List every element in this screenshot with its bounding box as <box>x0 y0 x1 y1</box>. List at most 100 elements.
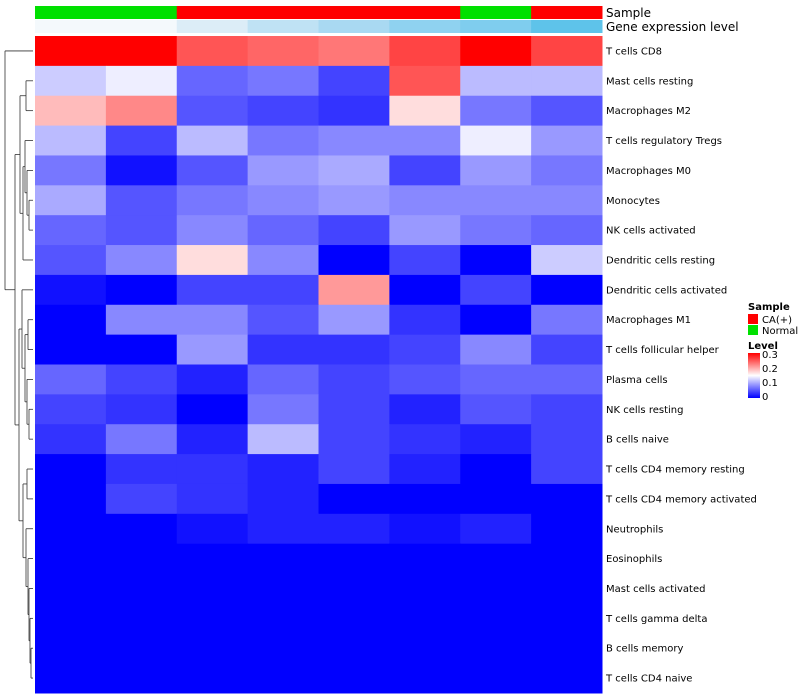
heatmap-cell <box>389 65 461 97</box>
heatmap-cell <box>531 245 603 276</box>
heatmap-cell <box>247 155 319 186</box>
row-label: Macrophages M0 <box>606 166 691 177</box>
heatmap-cell <box>35 513 107 545</box>
heatmap-cell <box>318 245 390 276</box>
heatmap-cell <box>460 36 532 67</box>
heatmap-cell <box>389 543 461 575</box>
heatmap-cell <box>35 155 107 186</box>
heatmap-cell <box>318 364 390 395</box>
heatmap-cell <box>531 513 603 545</box>
heatmap-cell <box>531 125 603 156</box>
heatmap-cell <box>318 95 390 127</box>
heatmap-cell <box>318 334 390 365</box>
heatmap-cell <box>531 633 603 664</box>
heatmap-cell <box>176 573 249 604</box>
heatmap-cell <box>531 185 603 216</box>
annotation-cell-sample-3 <box>247 6 319 19</box>
heatmap-cell <box>176 95 249 127</box>
heatmap-cell <box>460 573 532 604</box>
heatmap-cell <box>460 663 532 694</box>
row-label: Plasma cells <box>606 375 668 386</box>
row-label: Dendritic cells activated <box>606 285 727 296</box>
heatmap-cell <box>176 274 249 306</box>
heatmap-cell <box>105 543 178 575</box>
heatmap-cell <box>531 483 603 515</box>
heatmap-cell <box>531 663 603 694</box>
heatmap-cell <box>35 543 107 575</box>
heatmap-cell <box>105 663 178 694</box>
annotation-cell-sample-1 <box>105 6 178 19</box>
heatmap-cell <box>176 364 249 395</box>
annotation-cell-expression-7 <box>531 20 603 33</box>
heatmap-cell <box>176 663 249 694</box>
heatmap-cell <box>531 304 603 336</box>
heatmap-cell <box>35 334 107 365</box>
heatmap-cell <box>247 603 319 634</box>
heatmap-cell <box>531 36 603 67</box>
annotation-label-gene-expression: Gene expression level <box>606 20 739 34</box>
heatmap-cell <box>247 36 319 67</box>
row-labels: T cells CD8 Mast cells resting Macrophages… <box>605 46 757 684</box>
row-label: Neutrophils <box>606 524 663 535</box>
heatmap-cell <box>35 215 107 246</box>
heatmap-cell <box>247 274 319 306</box>
annotation-cell-sample-0 <box>35 6 107 19</box>
heatmap-cell <box>460 483 532 515</box>
annotation-tracks <box>35 6 603 33</box>
heatmap-cell <box>460 215 532 246</box>
heatmap-cell <box>176 454 249 485</box>
heatmap-cell <box>247 334 319 365</box>
heatmap-cell <box>318 603 390 634</box>
heatmap-cell <box>389 334 461 365</box>
heatmap-cell <box>247 573 319 604</box>
heatmap-cell <box>318 573 390 604</box>
heatmap-cell <box>531 95 603 127</box>
row-label: Eosinophils <box>606 554 662 565</box>
heatmap-cell <box>105 633 178 664</box>
sample-legend: Sample CA(+) Normal <box>748 302 798 337</box>
heatmap-cell <box>389 304 461 336</box>
heatmap-cell <box>460 454 532 485</box>
heatmap-cell <box>318 36 390 67</box>
annotation-cell-expression-0 <box>35 20 107 33</box>
row-label: T cells CD4 memory resting <box>605 465 745 476</box>
annotation-label-sample: Sample <box>606 6 651 20</box>
heatmap-cell <box>389 573 461 604</box>
heatmap-cell <box>176 304 249 336</box>
heatmap-cell <box>389 603 461 634</box>
heatmap-cell <box>318 483 390 515</box>
sample-legend-label-ca: CA(+) <box>762 315 792 326</box>
row-label: NK cells activated <box>606 226 696 237</box>
heatmap-cell <box>105 36 178 67</box>
heatmap-cell <box>531 424 603 455</box>
row-label: Dendritic cells resting <box>606 255 715 266</box>
heatmap-cell <box>247 215 319 246</box>
heatmap-cell <box>105 274 178 306</box>
heatmap-cell <box>35 245 107 276</box>
heatmap-cell <box>389 274 461 306</box>
heatmap-cell <box>176 543 249 575</box>
heatmap-cell <box>531 394 603 425</box>
heatmap-cell <box>105 424 178 455</box>
heatmap-cell <box>176 603 249 634</box>
heatmap-cell <box>176 334 249 365</box>
row-label: NK cells resting <box>606 405 683 416</box>
heatmap-cell <box>247 95 319 127</box>
heatmap-cell <box>35 394 107 425</box>
sample-legend-label-normal: Normal <box>762 326 798 337</box>
heatmap-cell <box>531 215 603 246</box>
annotation-cell-expression-3 <box>247 20 319 33</box>
heatmap-cell <box>318 663 390 694</box>
heatmap-cell <box>176 36 249 67</box>
heatmap-cell <box>247 304 319 336</box>
heatmap-cell <box>105 65 178 97</box>
heatmap-cell <box>105 364 178 395</box>
heatmap-cell <box>460 95 532 127</box>
heatmap-cell <box>35 185 107 216</box>
heatmap-cell <box>35 125 107 156</box>
row-dendrogram <box>4 50 33 679</box>
row-label: T cells CD4 naive <box>605 674 692 685</box>
row-label: Mast cells resting <box>606 76 693 87</box>
level-legend-tick-0.2: 0.2 <box>762 364 778 375</box>
